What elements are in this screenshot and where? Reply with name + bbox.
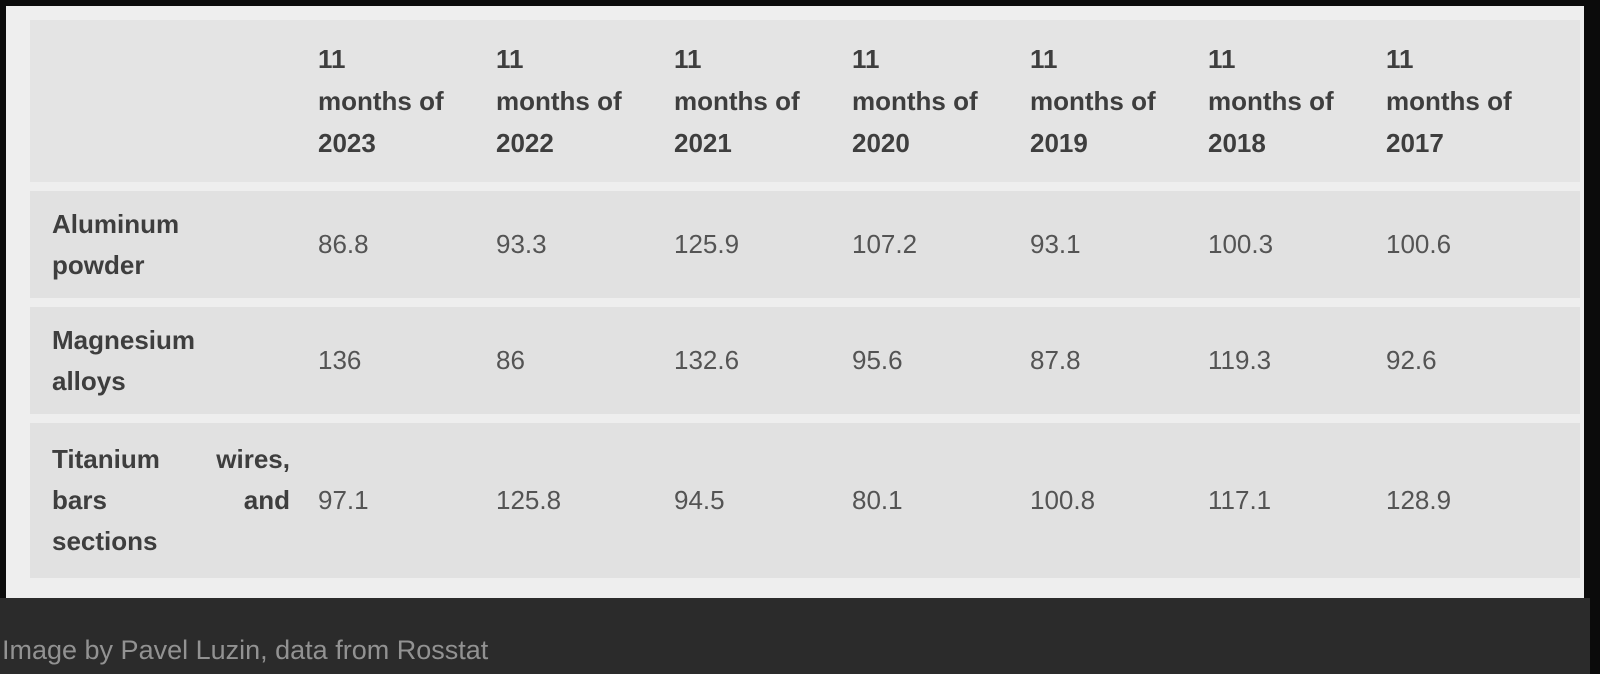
value-cell: 125.8	[496, 485, 562, 515]
header-cell-2019: 11 months of 2019	[1030, 20, 1208, 182]
header-line: 2023	[318, 128, 376, 158]
header-line: 2021	[674, 128, 732, 158]
header-line: 11	[1030, 44, 1058, 74]
value-cell: 92.6	[1386, 345, 1437, 375]
header-cell-2020: 11 months of 2020	[852, 20, 1030, 182]
table-row-titanium-wires-bars-sections: Titanium wires, bars and sections 97.1 1…	[30, 423, 1580, 578]
value-cell: 93.1	[1030, 229, 1081, 259]
header-cell-2017: 11 months of 2017	[1386, 20, 1580, 182]
table-header-row: 11 months of 2023 11 months of 2022	[30, 20, 1580, 182]
value-cell: 86.8	[318, 229, 369, 259]
header-line: 11	[1208, 44, 1236, 74]
table-row-aluminum-powder: Aluminum powder 86.8 93.3 125.9 107.2 93…	[30, 191, 1580, 298]
caption-bar: Image by Pavel Luzin, data from Rosstat	[0, 598, 1600, 674]
header-cell-empty	[30, 20, 318, 182]
header-line: months of	[852, 86, 978, 116]
value-cell: 107.2	[852, 229, 918, 259]
row-label-word: Titanium	[52, 444, 160, 474]
header-cell-2023: 11 months of 2023	[318, 20, 496, 182]
header-line: 2017	[1386, 128, 1444, 158]
header-cell-2018: 11 months of 2018	[1208, 20, 1386, 182]
value-cell: 100.8	[1030, 485, 1096, 515]
value-cell: 119.3	[1208, 345, 1272, 375]
header-line: 11	[318, 44, 346, 74]
value-cell: 87.8	[1030, 345, 1081, 375]
header-line: 2020	[852, 128, 910, 158]
image-credit-caption: Image by Pavel Luzin, data from Rosstat	[2, 635, 489, 665]
table-panel: 11 months of 2023 11 months of 2022	[6, 6, 1584, 598]
header-cell-2021: 11 months of 2021	[674, 20, 852, 182]
row-label-word: alloys	[52, 365, 126, 396]
header-line: months of	[1386, 86, 1512, 116]
row-label-word: and	[243, 485, 290, 515]
row-label-word: bars	[52, 485, 107, 515]
header-line: months of	[318, 86, 444, 116]
data-table: 11 months of 2023 11 months of 2022	[30, 20, 1580, 578]
value-cell: 100.3	[1208, 229, 1274, 259]
value-cell: 80.1	[852, 485, 903, 515]
header-line: 11	[674, 44, 702, 74]
header-line: 2022	[496, 128, 554, 158]
value-cell: 128.9	[1386, 485, 1452, 515]
image-frame: 11 months of 2023 11 months of 2022	[0, 0, 1600, 598]
row-label-word: sections	[52, 526, 158, 556]
row-label-word: wires,	[216, 444, 290, 474]
value-cell: 136	[318, 345, 362, 375]
header-line: months of	[1208, 86, 1334, 116]
value-cell: 94.5	[674, 485, 725, 515]
row-label: Titanium wires, bars and sections	[30, 423, 318, 578]
value-cell: 97.1	[318, 485, 369, 515]
row-label-word: Aluminum	[52, 208, 180, 239]
header-line: 11	[496, 44, 524, 74]
table-row-magnesium-alloys: Magnesium alloys 136 86 132.6 95.6 87.8 …	[30, 307, 1580, 414]
header-line: months of	[1030, 86, 1156, 116]
value-cell: 117.1	[1208, 485, 1272, 515]
row-label: Aluminum powder	[30, 191, 318, 298]
row-label: Magnesium alloys	[30, 307, 318, 414]
value-cell: 100.6	[1386, 229, 1452, 259]
frame-right-border	[1590, 0, 1600, 674]
header-line: 11	[852, 44, 880, 74]
header-line: months of	[674, 86, 800, 116]
header-line: 2019	[1030, 128, 1088, 158]
value-cell: 125.9	[674, 229, 740, 259]
header-cell-2022: 11 months of 2022	[496, 20, 674, 182]
row-label-word: Magnesium	[52, 324, 196, 355]
header-line: months of	[496, 86, 622, 116]
row-label-word: powder	[52, 249, 145, 280]
value-cell: 95.6	[852, 345, 903, 375]
header-line: 11	[1386, 44, 1414, 74]
header-line: 2018	[1208, 128, 1266, 158]
value-cell: 93.3	[496, 229, 547, 259]
value-cell: 86	[496, 345, 525, 375]
value-cell: 132.6	[674, 345, 740, 375]
